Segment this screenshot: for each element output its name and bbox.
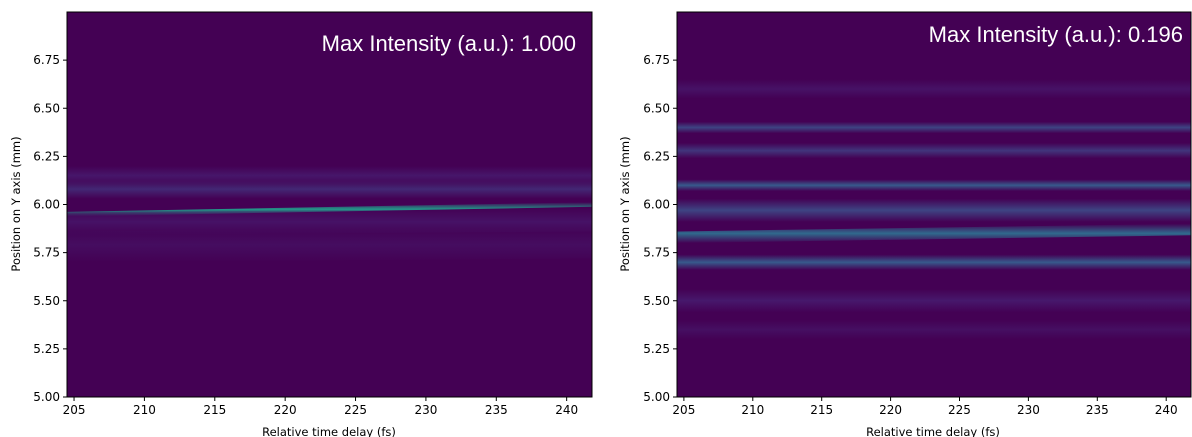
intensity-band [677, 142, 1191, 159]
x-tick-label: 215 [810, 403, 833, 417]
x-tick-label: 235 [485, 403, 508, 417]
y-tick-label: 6.75 [643, 53, 670, 67]
x-tick-label: 235 [1086, 403, 1109, 417]
heatmap-bands [677, 79, 1191, 340]
y-tick-label: 6.00 [33, 198, 60, 212]
x-axis-label: Relative time delay (fs) [866, 425, 1000, 437]
x-tick-label: 220 [274, 403, 297, 417]
x-tick-label: 215 [203, 403, 226, 417]
x-tick-label: 240 [1155, 403, 1178, 417]
x-tick-label: 210 [133, 403, 156, 417]
x-tick-label: 220 [879, 403, 902, 417]
y-axis-label: Position on Y axis (mm) [618, 136, 632, 271]
x-axis-label: Relative time delay (fs) [262, 425, 396, 437]
x-tick-label: 225 [344, 403, 367, 417]
y-tick-label: 6.50 [33, 101, 60, 115]
intensity-band [677, 320, 1191, 340]
y-tick-label: 6.25 [643, 149, 670, 163]
x-tick-label: 205 [672, 403, 695, 417]
y-axis-label: Position on Y axis (mm) [9, 136, 23, 271]
y-tick-label: 5.25 [643, 342, 670, 356]
x-tick-label: 205 [63, 403, 86, 417]
y-tick-label: 5.50 [643, 294, 670, 308]
y-tick-label: 6.50 [643, 101, 670, 115]
x-tick-label: 240 [555, 403, 578, 417]
intensity-band [677, 121, 1191, 134]
intensity-band [677, 223, 1191, 243]
y-tick-label: 5.25 [33, 342, 60, 356]
y-tick-label: 6.00 [643, 198, 670, 212]
intensity-band [677, 198, 1191, 222]
heatmap-bands [67, 166, 592, 263]
heatmap-panel-left: 205 210 215 220 225 230 235 240 5.00 5.25 5.50 5.7… [9, 11, 593, 437]
max-intensity-annotation: Max Intensity (a.u.): 0.196 [929, 22, 1183, 47]
y-tick-label: 5.75 [33, 246, 60, 260]
y-ticks: 5.00 5.25 5.50 5.75 6.00 6.25 6.50 6.75 [33, 53, 67, 404]
intensity-band [677, 179, 1191, 192]
x-tick-label: 230 [1017, 403, 1040, 417]
y-ticks: 5.00 5.25 5.50 5.75 6.00 6.25 6.50 6.75 [643, 53, 677, 404]
heatmap-panel-right: 205 210 215 220 225 230 235 240 5.00 5.25 5.50 5.7… [618, 11, 1192, 437]
y-tick-label: 5.50 [33, 294, 60, 308]
intensity-band [677, 289, 1191, 313]
intensity-band [67, 166, 592, 186]
y-tick-label: 5.00 [643, 390, 670, 404]
max-intensity-annotation: Max Intensity (a.u.): 1.000 [322, 31, 576, 56]
y-tick-label: 6.25 [33, 149, 60, 163]
x-ticks: 205 210 215 220 225 230 235 240 [672, 397, 1178, 417]
y-tick-label: 5.75 [643, 246, 670, 260]
x-tick-label: 210 [741, 403, 764, 417]
x-ticks: 205 210 215 220 225 230 235 240 [63, 397, 578, 417]
intensity-band [67, 227, 592, 263]
x-tick-label: 230 [414, 403, 437, 417]
y-tick-label: 5.00 [33, 390, 60, 404]
y-tick-label: 6.75 [33, 53, 60, 67]
intensity-band [67, 208, 592, 236]
intensity-band [677, 79, 1191, 99]
x-tick-label: 225 [948, 403, 971, 417]
intensity-band [677, 254, 1191, 270]
